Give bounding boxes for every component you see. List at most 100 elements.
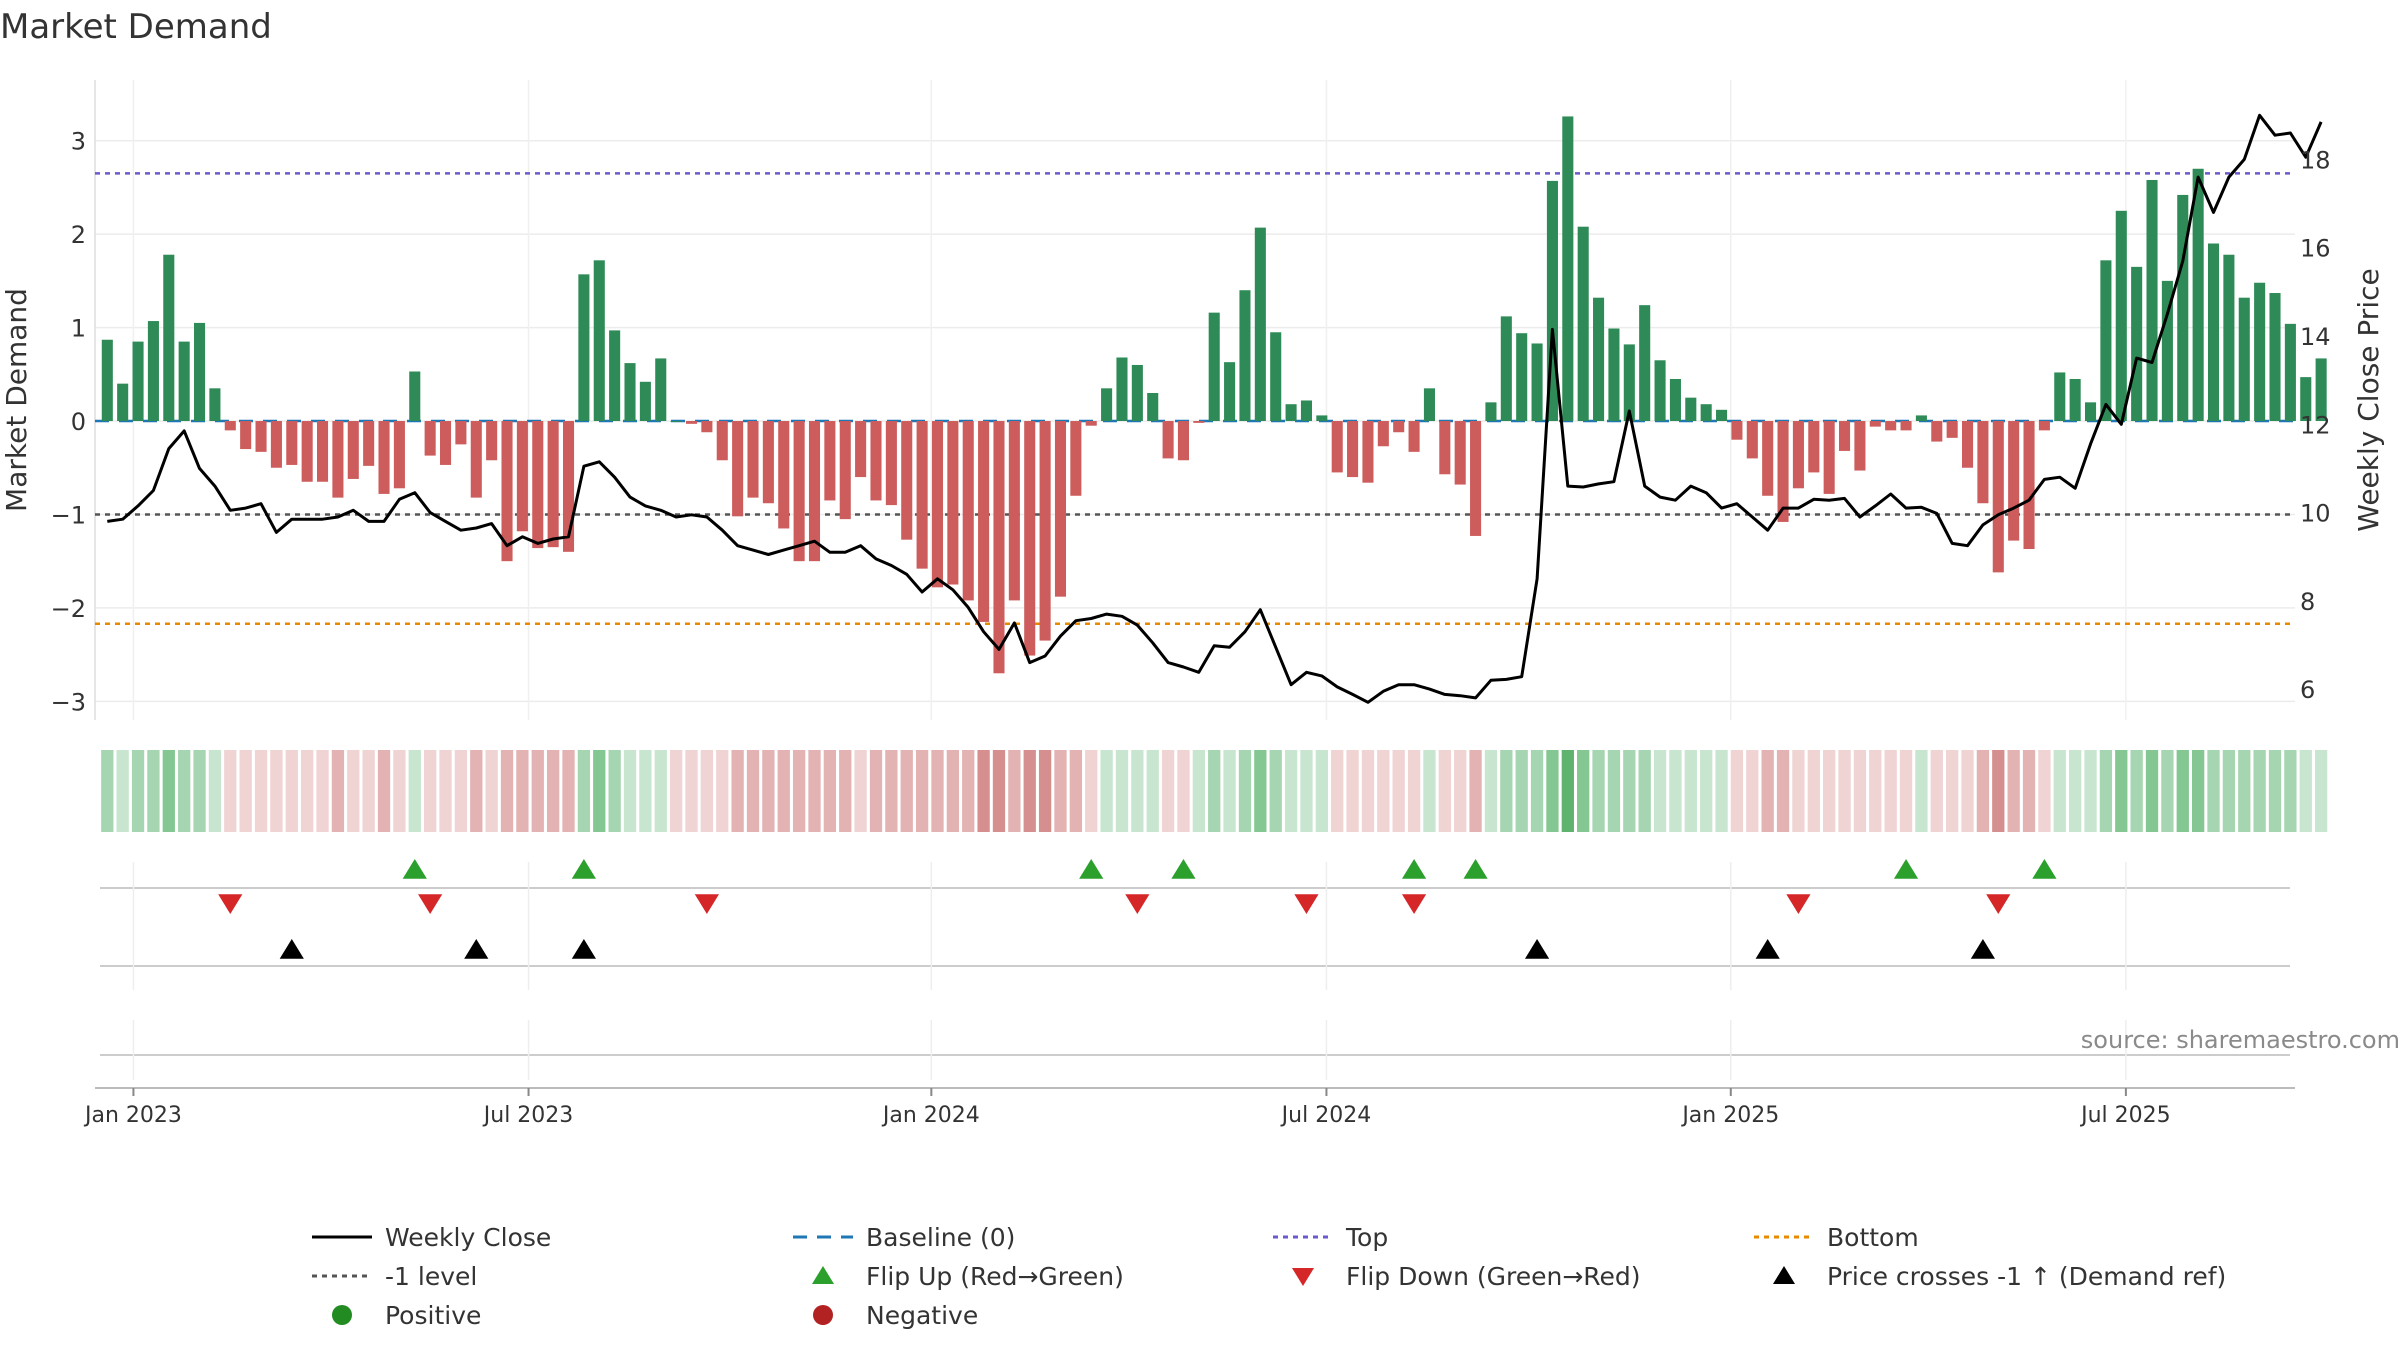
demand-bar <box>1823 421 1835 494</box>
demand-bar <box>1485 402 1497 422</box>
legend-item-close: Weekly Close <box>312 1223 551 1252</box>
right-y-tick-labels: 6 8 10 12 14 16 18 <box>2300 146 2331 704</box>
flip-up-marker <box>2032 859 2057 879</box>
demand-bar <box>2038 421 2050 431</box>
demand-strip-cell <box>1484 750 1498 832</box>
demand-bar <box>885 421 897 506</box>
demand-strip-cell <box>977 750 990 832</box>
demand-bar <box>2269 293 2281 422</box>
demand-bar <box>147 321 159 422</box>
demand-strip-cell <box>623 750 637 832</box>
flip-down-marker <box>418 894 443 914</box>
demand-bar <box>1116 357 1128 422</box>
demand-bar <box>547 421 559 548</box>
demand-bar <box>1439 421 1451 475</box>
demand-bar <box>178 341 190 422</box>
flip-down-marker <box>218 894 243 914</box>
demand-strip-cell <box>2238 750 2251 832</box>
demand-bar <box>1008 421 1020 601</box>
demand-bar <box>562 421 575 552</box>
demand-strip-cell <box>1392 750 1405 832</box>
legend-label: Negative <box>866 1301 978 1330</box>
demand-strip-cell <box>1992 750 2005 832</box>
demand-bar <box>501 421 513 562</box>
legend-item-positive-dot: Positive <box>332 1301 481 1330</box>
source-credit: source: sharemaestro.com <box>2081 1026 2400 1054</box>
demand-strip-cell <box>1454 750 1467 832</box>
demand-strip-cell <box>224 750 237 832</box>
demand-bar <box>316 421 329 482</box>
demand-strip-cell <box>1069 750 1083 832</box>
demand-bar <box>1931 421 1943 442</box>
demand-bar <box>639 381 651 422</box>
demand-bar <box>1562 116 1574 422</box>
demand-strip-cell <box>2130 750 2143 832</box>
demand-strip-cell <box>1546 750 1559 832</box>
demand-strip-cell <box>1730 750 1744 832</box>
demand-strip-cell <box>2222 750 2236 832</box>
demand-strip-cell <box>593 750 606 832</box>
demand-bar <box>2177 194 2189 422</box>
demand-bar <box>224 421 236 431</box>
demand-strip-cell <box>1653 750 1667 832</box>
demand-strip-cell <box>301 750 314 832</box>
demand-bar <box>2300 377 2312 422</box>
legend-item-minus-one: -1 level <box>312 1262 477 1291</box>
price-cross-marker <box>1755 939 1780 959</box>
demand-bar <box>1854 421 1866 471</box>
demand-bar <box>1946 421 1958 438</box>
demand-bar <box>1639 305 1651 422</box>
demand-bar <box>1377 421 1389 447</box>
legend-label: Flip Up (Red→Green) <box>866 1262 1124 1291</box>
demand-bar <box>1962 421 1974 468</box>
x-tick-label: Jul 2025 <box>2079 1103 2171 1128</box>
flip-up-marker <box>402 859 427 879</box>
demand-bar <box>1654 360 1666 422</box>
demand-bar <box>2238 297 2250 422</box>
demand-bar <box>163 254 175 422</box>
price-cross-marker <box>464 939 489 959</box>
legend-item-flip-up: Flip Up (Red→Green) <box>812 1262 1124 1291</box>
legend-label: -1 level <box>385 1262 477 1291</box>
demand-strip-cell <box>116 750 129 832</box>
demand-bar <box>194 322 206 422</box>
demand-strip-cell <box>1269 750 1282 832</box>
demand-strip-cell <box>424 750 437 832</box>
weekly-close-line <box>107 113 2323 704</box>
demand-strip-cell <box>2007 750 2020 832</box>
legend-label: Flip Down (Green→Red) <box>1346 1262 1641 1291</box>
demand-strip-cell <box>700 750 714 832</box>
legend-label: Price crosses -1 ↑ (Demand ref) <box>1827 1262 2226 1291</box>
demand-strip-cell <box>2145 750 2159 832</box>
demand-bar <box>1470 421 1482 536</box>
demand-strip-cell <box>1423 750 1436 832</box>
demand-bar <box>747 421 759 498</box>
demand-bar <box>1239 290 1251 422</box>
demand-strip-cell <box>685 750 698 832</box>
y-tick-label-left: 0 <box>71 408 86 436</box>
demand-strip-cell <box>1223 750 1236 832</box>
demand-strip-cell <box>347 750 360 832</box>
demand-bar <box>270 421 282 468</box>
demand-strip-cell <box>1838 750 1851 832</box>
demand-bar <box>1608 328 1620 422</box>
demand-bar <box>1516 333 1528 422</box>
demand-bar <box>1254 227 1266 422</box>
demand-bar <box>1208 312 1220 422</box>
legend-swatch-flip-up <box>812 1266 834 1284</box>
demand-strip-cell <box>1853 750 1867 832</box>
legend-label: Weekly Close <box>385 1223 551 1252</box>
demand-strip-cell <box>147 750 160 832</box>
y-tick-label-left: 3 <box>71 128 86 156</box>
demand-bar <box>978 421 990 622</box>
demand-strip-cell <box>2176 750 2189 832</box>
demand-bar <box>532 421 544 549</box>
demand-strip-cell <box>1361 750 1375 832</box>
demand-bar <box>1101 388 1113 422</box>
demand-strip-cell <box>1115 750 1129 832</box>
legend-item-top: Top <box>1273 1223 1388 1252</box>
demand-bar <box>1054 421 1067 597</box>
demand-bar <box>101 339 113 422</box>
demand-strip-cell <box>1776 750 1790 832</box>
demand-bar <box>685 421 698 424</box>
